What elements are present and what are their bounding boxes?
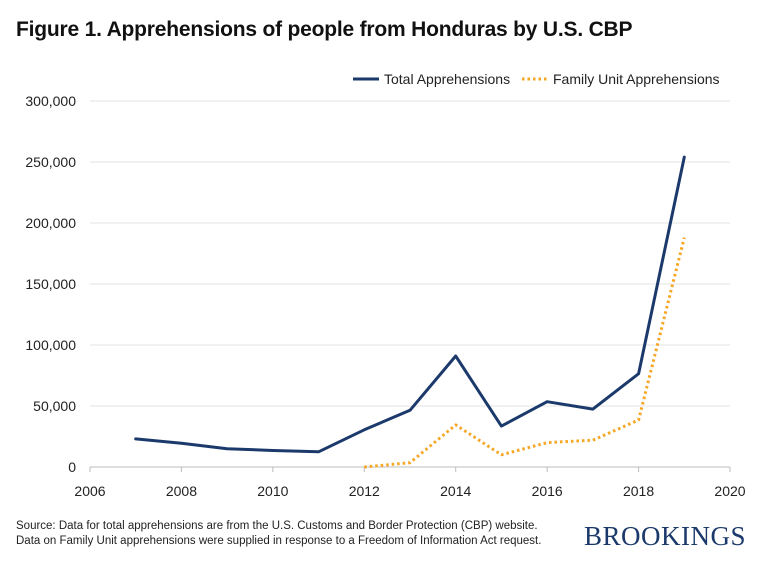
x-tick-label: 2018 — [623, 483, 654, 499]
source-line-2: Data on Family Unit apprehensions were s… — [16, 535, 542, 547]
gridlines — [90, 100, 730, 407]
legend: Total Apprehensions Family Unit Apprehens… — [353, 71, 720, 87]
x-tick-label: 2014 — [440, 483, 471, 499]
x-tick-label: 2010 — [257, 483, 288, 499]
x-tick-label: 2012 — [349, 483, 380, 499]
chart-title: Figure 1. Apprehensions of people from H… — [16, 18, 633, 41]
series-lines — [134, 155, 686, 469]
brookings-logo: BROOKINGS — [583, 521, 746, 551]
x-tick-label: 2008 — [166, 483, 197, 499]
legend-label: Family Unit Apprehensions — [553, 71, 720, 87]
x-tick-label: 2020 — [714, 483, 745, 499]
y-tick-label: 250,000 — [25, 154, 76, 170]
series-line-total-apprehensions — [134, 155, 686, 454]
x-axis-ticks: 2006 2008 2010 2012 2014 2016 2018 2020 — [74, 466, 746, 499]
y-tick-label: 150,000 — [25, 276, 76, 292]
source-line-1: Source: Data for total apprehensions are… — [16, 520, 538, 532]
line-chart: 0 50,000 100,000 150,000 200,000 250,000 300,0… — [25, 71, 746, 499]
x-tick-label: 2006 — [74, 483, 105, 499]
y-tick-label: 100,000 — [25, 337, 76, 353]
y-tick-label: 200,000 — [25, 215, 76, 231]
legend-label: Total Apprehensions — [384, 71, 510, 87]
y-axis-ticks: 0 50,000 100,000 150,000 200,000 250,000 300,0… — [25, 93, 76, 475]
x-tick-label: 2016 — [532, 483, 563, 499]
y-tick-label: 50,000 — [33, 398, 76, 414]
y-tick-label: 300,000 — [25, 93, 76, 109]
source-note: Source: Data for total apprehensions are… — [16, 519, 541, 549]
y-tick-label: 0 — [68, 459, 76, 475]
series-line-family-unit-apprehensions — [364, 237, 686, 469]
